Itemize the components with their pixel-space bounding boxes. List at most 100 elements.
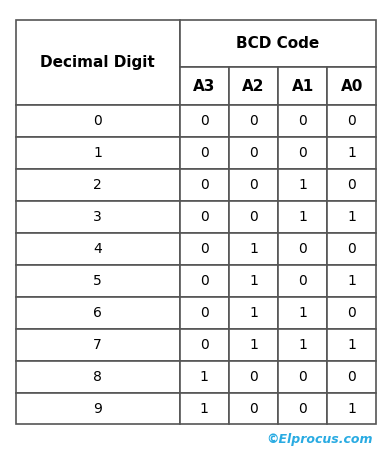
Bar: [327, 233, 376, 265]
Text: A0: A0: [341, 79, 363, 94]
Bar: [278, 265, 327, 297]
Text: 1: 1: [298, 338, 307, 352]
Bar: [180, 329, 229, 360]
Bar: [327, 67, 376, 105]
Text: 0: 0: [347, 242, 356, 256]
Text: 1: 1: [347, 338, 356, 352]
Text: 0: 0: [298, 370, 307, 384]
Text: 1: 1: [347, 274, 356, 288]
Bar: [278, 169, 327, 201]
Bar: [229, 329, 278, 360]
Bar: [278, 67, 327, 105]
Bar: [278, 329, 327, 360]
Bar: [16, 105, 180, 137]
Bar: [180, 297, 229, 329]
Text: 0: 0: [298, 146, 307, 160]
Bar: [327, 169, 376, 201]
Bar: [278, 233, 327, 265]
Bar: [229, 265, 278, 297]
Text: 0: 0: [249, 114, 258, 128]
Text: 1: 1: [200, 370, 209, 384]
Bar: [229, 201, 278, 233]
Bar: [229, 105, 278, 137]
Bar: [327, 360, 376, 393]
Text: Decimal Digit: Decimal Digit: [40, 55, 155, 70]
Text: 4: 4: [93, 242, 102, 256]
Text: 1: 1: [347, 401, 356, 415]
Bar: [229, 233, 278, 265]
Text: 0: 0: [298, 114, 307, 128]
Text: 0: 0: [298, 274, 307, 288]
Text: 0: 0: [249, 146, 258, 160]
Text: 3: 3: [93, 210, 102, 224]
Text: 6: 6: [93, 306, 102, 320]
Bar: [229, 137, 278, 169]
Bar: [180, 201, 229, 233]
Bar: [229, 360, 278, 393]
Text: 5: 5: [93, 274, 102, 288]
Bar: [16, 329, 180, 360]
Bar: [327, 201, 376, 233]
Text: 0: 0: [200, 146, 209, 160]
Text: A3: A3: [193, 79, 215, 94]
Bar: [16, 233, 180, 265]
Text: 1: 1: [249, 306, 258, 320]
Bar: [16, 360, 180, 393]
Bar: [16, 265, 180, 297]
Text: 1: 1: [298, 178, 307, 192]
Bar: [16, 137, 180, 169]
Bar: [16, 393, 180, 424]
Bar: [327, 297, 376, 329]
Text: 0: 0: [347, 114, 356, 128]
Bar: [327, 137, 376, 169]
Bar: [180, 137, 229, 169]
Bar: [180, 393, 229, 424]
Text: BCD Code: BCD Code: [236, 36, 320, 51]
Bar: [229, 67, 278, 105]
Text: 8: 8: [93, 370, 102, 384]
Text: 9: 9: [93, 401, 102, 415]
Text: 1: 1: [93, 146, 102, 160]
Text: 0: 0: [347, 370, 356, 384]
Bar: [278, 137, 327, 169]
Bar: [278, 297, 327, 329]
Text: 0: 0: [200, 242, 209, 256]
Bar: [278, 360, 327, 393]
Text: 0: 0: [347, 306, 356, 320]
Bar: [16, 169, 180, 201]
Bar: [16, 20, 180, 105]
Text: 0: 0: [249, 370, 258, 384]
Text: 0: 0: [200, 338, 209, 352]
Text: 0: 0: [298, 401, 307, 415]
Bar: [180, 20, 376, 67]
Bar: [327, 105, 376, 137]
Bar: [229, 297, 278, 329]
Bar: [180, 265, 229, 297]
Bar: [278, 393, 327, 424]
Text: 1: 1: [298, 210, 307, 224]
Text: 7: 7: [93, 338, 102, 352]
Text: 1: 1: [347, 146, 356, 160]
Text: 0: 0: [249, 401, 258, 415]
Bar: [180, 105, 229, 137]
Bar: [327, 265, 376, 297]
Text: ©Elprocus.com: ©Elprocus.com: [266, 433, 372, 446]
Bar: [278, 105, 327, 137]
Text: 0: 0: [347, 178, 356, 192]
Text: 1: 1: [249, 242, 258, 256]
Text: 1: 1: [200, 401, 209, 415]
Text: 2: 2: [93, 178, 102, 192]
Text: 1: 1: [347, 210, 356, 224]
Text: 0: 0: [249, 210, 258, 224]
Bar: [229, 393, 278, 424]
Bar: [327, 329, 376, 360]
Bar: [229, 169, 278, 201]
Bar: [180, 233, 229, 265]
Text: 0: 0: [249, 178, 258, 192]
Text: 1: 1: [249, 274, 258, 288]
Bar: [278, 201, 327, 233]
Bar: [180, 67, 229, 105]
Text: 0: 0: [200, 210, 209, 224]
Text: 1: 1: [298, 306, 307, 320]
Text: A2: A2: [242, 79, 265, 94]
